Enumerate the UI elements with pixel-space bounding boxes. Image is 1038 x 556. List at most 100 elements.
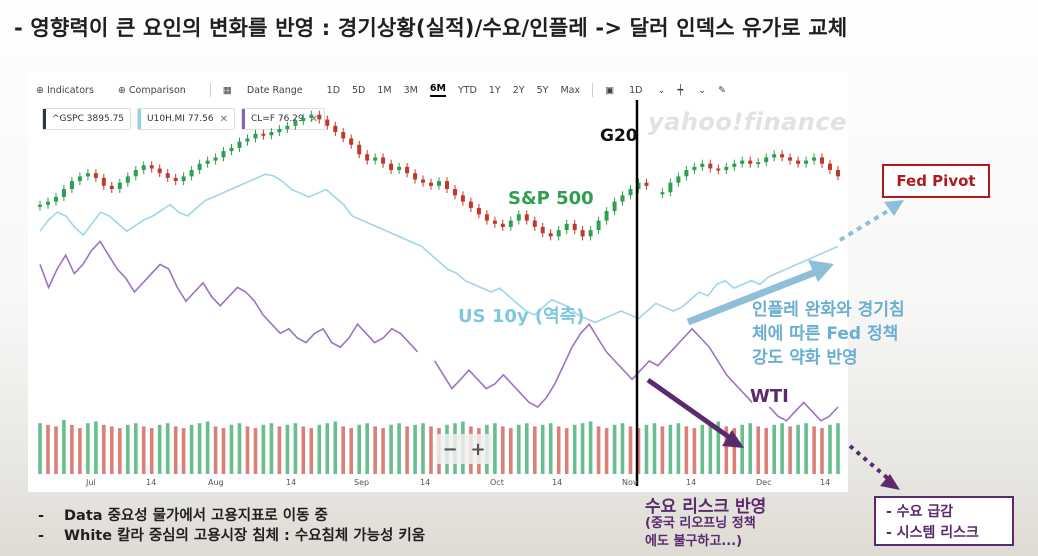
candle xyxy=(397,166,402,171)
x-tick: 14 xyxy=(146,478,157,487)
us10y-line xyxy=(39,173,839,324)
range-max[interactable]: Max xyxy=(560,84,581,96)
chip-color-clf xyxy=(241,109,245,129)
chip-clf[interactable]: CL=F 76.29 ✕ xyxy=(240,108,326,130)
zoom-out-button[interactable]: − xyxy=(442,438,458,460)
candle xyxy=(756,162,761,165)
us10y-series xyxy=(39,173,839,324)
volume-bar xyxy=(86,423,90,474)
zoom-control: − + xyxy=(436,434,492,464)
interval-select[interactable]: ▣ 1D ⌄ xyxy=(605,84,666,96)
volume-bar xyxy=(756,426,760,474)
volume-bar xyxy=(732,428,737,474)
candle xyxy=(285,125,290,129)
volume-bar xyxy=(604,428,609,474)
volume-bar xyxy=(165,423,170,474)
candle xyxy=(133,170,138,177)
comparison-chips: ^GSPC 3895.75 U10H.MI 77.56 ✕ CL=F 76.29… xyxy=(42,108,331,130)
candle xyxy=(365,154,370,161)
bullet-text: Data 중요성 물가에서 고용지표로 이동 중 xyxy=(64,508,328,524)
slide-headline: - 영향력이 큰 요인의 변화를 반영 : 경기상황(실적)/수요/인플레 ->… xyxy=(14,16,848,40)
dotted-blue-arrow xyxy=(838,204,898,242)
purple-arrow xyxy=(646,377,738,445)
candle xyxy=(524,214,529,221)
annotation-line: 강도 약화 반영 xyxy=(752,348,858,368)
chip-gspc[interactable]: ^GSPC 3895.75 xyxy=(42,108,132,130)
candle xyxy=(301,117,306,122)
candle xyxy=(293,121,298,126)
candle xyxy=(580,230,585,237)
range-3m[interactable]: 3M xyxy=(403,84,418,96)
candle xyxy=(181,176,186,182)
close-icon[interactable]: ✕ xyxy=(309,113,319,125)
volume-bar xyxy=(716,421,721,474)
close-icon[interactable]: ✕ xyxy=(219,113,228,125)
candle xyxy=(389,163,394,170)
draw-button[interactable]: ✎ xyxy=(718,85,738,96)
range-6m[interactable]: 6M xyxy=(429,83,446,97)
sp500-candles xyxy=(38,110,840,241)
pencil-icon: ✎ xyxy=(718,84,727,96)
zoom-in-button[interactable]: + xyxy=(470,438,486,460)
dotted-blue-arrow-head xyxy=(884,200,904,216)
volume-bar xyxy=(668,424,673,474)
candle xyxy=(724,166,729,171)
range-1d[interactable]: 1D xyxy=(326,84,341,96)
candle xyxy=(476,208,481,215)
candle xyxy=(125,176,130,183)
candle xyxy=(38,204,42,207)
candle xyxy=(692,166,697,171)
chip-label: CL=F 76.29 xyxy=(250,114,304,124)
chip-label: U10H.MI 77.56 xyxy=(147,114,214,124)
volume-bar xyxy=(277,426,282,474)
candle xyxy=(277,129,282,133)
candle xyxy=(820,157,824,164)
x-tick: 14 xyxy=(420,478,431,487)
volume-bar xyxy=(46,424,50,474)
range-ytd[interactable]: YTD xyxy=(457,84,477,96)
candle xyxy=(333,125,338,133)
risk-item: - 시스템 리스크 xyxy=(886,525,979,541)
volume-bar xyxy=(708,423,713,474)
volume-bar xyxy=(126,424,130,474)
candle xyxy=(828,163,832,170)
volume-bar xyxy=(501,426,505,474)
chip-color-gspc xyxy=(43,109,46,129)
range-2y[interactable]: 2Y xyxy=(512,84,525,96)
volume-bar xyxy=(54,426,58,474)
candle xyxy=(117,182,122,189)
volume-bar xyxy=(341,426,345,474)
x-tick: 14 xyxy=(686,478,697,487)
annotation-arrows xyxy=(635,100,904,490)
x-tick: Aug xyxy=(208,478,224,487)
comparison-button[interactable]: ⊕ Comparison xyxy=(117,84,186,96)
chart-type-button[interactable]: ┿ ⌄ xyxy=(677,84,707,96)
x-tick: Nov xyxy=(622,478,638,487)
sp500-label: S&P 500 xyxy=(508,188,594,209)
range-5d[interactable]: 5D xyxy=(352,84,366,96)
volume-bar xyxy=(788,426,792,474)
volume-bar xyxy=(173,426,178,474)
indicators-button[interactable]: ⊕ Indicators xyxy=(36,84,94,96)
volume-bar xyxy=(413,424,417,474)
range-5y[interactable]: 5Y xyxy=(536,84,549,96)
candle xyxy=(141,165,146,170)
candle xyxy=(61,189,66,197)
range-1m[interactable]: 1M xyxy=(377,84,392,96)
candle xyxy=(93,173,98,178)
interval-label: 1D xyxy=(629,84,643,96)
volume-bar xyxy=(102,424,106,474)
chart-toolbar: ⊕ Indicators ⊕ Comparison ▦ Date Range 1… xyxy=(36,80,750,100)
candle xyxy=(205,160,210,164)
volume-bar xyxy=(493,423,497,474)
date-range-button[interactable]: ▦ Date Range xyxy=(223,85,315,96)
x-tick: 14 xyxy=(552,478,563,487)
candle xyxy=(644,182,649,186)
candle xyxy=(740,160,745,164)
candle xyxy=(796,160,801,164)
range-1y[interactable]: 1Y xyxy=(488,84,501,96)
blue-arrow xyxy=(686,264,828,326)
volume-bar xyxy=(796,424,800,474)
chip-u10h[interactable]: U10H.MI 77.56 ✕ xyxy=(137,108,235,130)
